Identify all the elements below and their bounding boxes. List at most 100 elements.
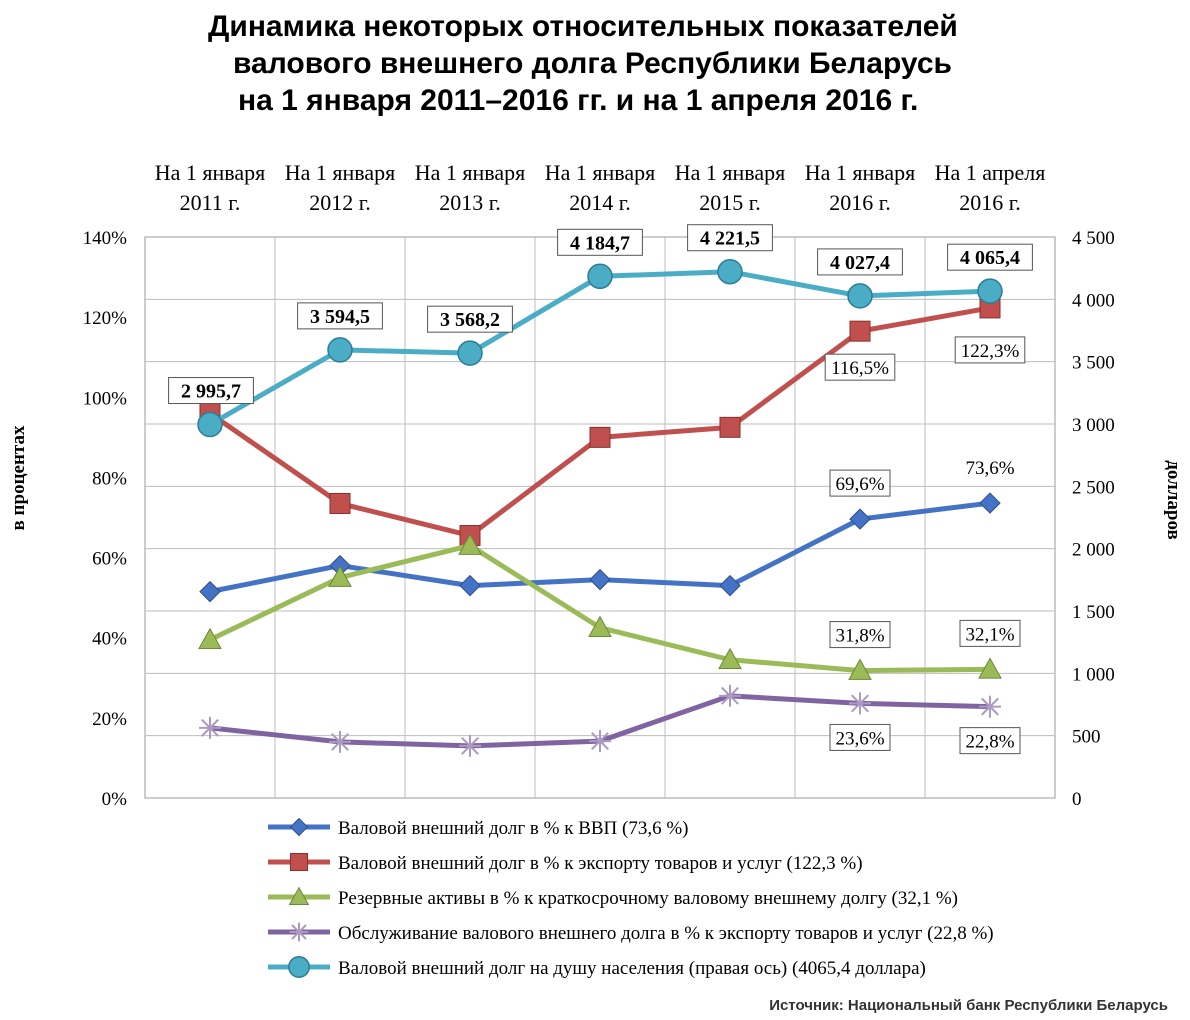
legend-label: Резервные активы в % к краткосрочному ва… bbox=[338, 888, 958, 909]
legend-label: Валовой внешний долг в % к ВВП (73,6 %) bbox=[338, 818, 689, 839]
x-tick-label: На 1 января 2012 г. bbox=[285, 160, 396, 215]
series-5-point bbox=[327, 337, 353, 363]
y-left-tick-label: 0% bbox=[102, 789, 128, 810]
series-5-data-label: 4 065,4 bbox=[947, 243, 1033, 271]
x-tick-label: На 1 января 2011 г. bbox=[155, 160, 266, 215]
svg-text:4 065,4: 4 065,4 bbox=[960, 247, 1020, 269]
y-left-tick-label: 100% bbox=[83, 388, 128, 409]
y-left-axis-title: в процентах bbox=[8, 425, 29, 530]
legend-item-4: Обслуживание валового внешнего долга в %… bbox=[268, 922, 994, 944]
series-4-point bbox=[459, 734, 481, 757]
chart-title: Динамика некоторых относительных показат… bbox=[0, 8, 1190, 119]
series-1-point bbox=[589, 568, 611, 591]
y-right-tick-label: 1 000 bbox=[1072, 664, 1115, 685]
title-line-1: Динамика некоторых относительных показат… bbox=[208, 10, 958, 43]
series-2-data-label: 116,5% bbox=[824, 353, 896, 381]
series-3-point bbox=[718, 647, 742, 670]
series-5-point bbox=[457, 340, 483, 366]
legend-label: Обслуживание валового внешнего долга в %… bbox=[338, 923, 994, 944]
y-right-tick-label: 4 000 bbox=[1072, 290, 1115, 311]
y-right-tick-label: 3 000 bbox=[1072, 415, 1115, 436]
series-2-point bbox=[589, 426, 611, 448]
series-5-data-label: 2 995,7 bbox=[168, 377, 254, 405]
series-5-data-label: 4 221,5 bbox=[687, 224, 773, 252]
legend-item-5: Валовой внешний долг на душу населения (… bbox=[268, 956, 926, 979]
y-right-tick-label: 3 500 bbox=[1072, 353, 1115, 374]
svg-text:122,3%: 122,3% bbox=[961, 341, 1020, 362]
series-4-data-label: 23,6% bbox=[829, 723, 891, 751]
series-2-data-label: 122,3% bbox=[954, 336, 1026, 364]
svg-text:3 568,2: 3 568,2 bbox=[440, 309, 500, 331]
series-4-point bbox=[849, 692, 871, 715]
legend-label: Валовой внешний долг на душу населения (… bbox=[338, 958, 926, 979]
series-4-point bbox=[199, 716, 221, 739]
svg-text:22,8%: 22,8% bbox=[965, 732, 1014, 753]
series-3-point bbox=[328, 565, 352, 587]
series-4-point bbox=[589, 730, 611, 753]
series-1-point bbox=[199, 580, 221, 603]
y-left-tick-label: 120% bbox=[83, 308, 128, 329]
y-right-tick-label: 4 500 bbox=[1072, 228, 1115, 249]
series-5-point bbox=[587, 263, 613, 290]
series-line-5 bbox=[208, 269, 991, 427]
series-1-data-label: 69,6% bbox=[829, 469, 891, 497]
y-left-tick-label: 80% bbox=[92, 468, 127, 489]
series-5-data-label: 3 568,2 bbox=[427, 305, 513, 333]
svg-text:2 995,7: 2 995,7 bbox=[181, 381, 241, 403]
series-4-point bbox=[979, 695, 1001, 718]
series-5-data-label: 4 184,7 bbox=[557, 228, 643, 256]
legend-swatch-marker bbox=[289, 817, 309, 837]
series-2-point bbox=[719, 416, 741, 438]
series-3-point bbox=[458, 533, 482, 555]
svg-text:23,6%: 23,6% bbox=[835, 728, 884, 749]
svg-text:3 594,5: 3 594,5 bbox=[310, 306, 370, 328]
x-tick-label: На 1 января 2015 г. bbox=[675, 160, 786, 215]
y-right-tick-label: 0 bbox=[1072, 789, 1082, 810]
series-line-2 bbox=[208, 305, 991, 539]
legend-item-1: Валовой внешний долг в % к ВВП (73,6 %) bbox=[268, 817, 689, 839]
x-tick-label: На 1 апреля 2016 г. bbox=[935, 160, 1046, 215]
series-4-data-label: 22,8% bbox=[959, 727, 1021, 755]
series-5-data-label: 3 594,5 bbox=[297, 302, 383, 330]
series-5-point bbox=[847, 283, 873, 309]
legend-swatch-marker bbox=[290, 853, 308, 871]
series-3-data-label: 32,1% bbox=[959, 619, 1021, 647]
series-5-point bbox=[197, 411, 223, 438]
series-5-data-label: 4 027,4 bbox=[817, 248, 903, 276]
series-1-data-label: 73,6% bbox=[965, 458, 1014, 479]
series-5-point bbox=[977, 278, 1003, 304]
source-note: Источник: Национальный банк Республики Б… bbox=[769, 997, 1168, 1014]
svg-text:4 184,7: 4 184,7 bbox=[570, 232, 630, 254]
legend-item-3: Резервные активы в % к краткосрочному ва… bbox=[268, 886, 958, 909]
series-line-3 bbox=[208, 543, 991, 674]
y-right-tick-label: 500 bbox=[1072, 727, 1101, 748]
series-2-point bbox=[849, 320, 871, 342]
y-right-axis-title: долларов bbox=[1163, 460, 1184, 540]
series-4-point bbox=[329, 730, 351, 753]
series-3-data-label: 31,8% bbox=[829, 621, 891, 649]
legend-swatch-marker bbox=[289, 922, 309, 942]
svg-text:32,1%: 32,1% bbox=[965, 624, 1014, 645]
series-1-point bbox=[849, 508, 871, 530]
svg-text:4 027,4: 4 027,4 bbox=[830, 252, 890, 274]
y-left-tick-label: 20% bbox=[92, 709, 127, 730]
y-right-tick-label: 1 500 bbox=[1072, 602, 1115, 623]
series-2-point bbox=[329, 492, 351, 514]
y-left-tick-label: 60% bbox=[92, 549, 127, 570]
y-left-tick-label: 140% bbox=[83, 228, 128, 249]
y-right-tick-label: 2 000 bbox=[1072, 540, 1115, 561]
series-3-point bbox=[978, 657, 1002, 679]
x-tick-label: На 1 января 2016 г. bbox=[805, 160, 916, 215]
series-1-point bbox=[459, 574, 481, 597]
svg-text:31,8%: 31,8% bbox=[835, 626, 884, 647]
series-3-point bbox=[198, 627, 222, 650]
svg-text:69,6%: 69,6% bbox=[835, 474, 884, 495]
x-tick-label: На 1 января 2014 г. bbox=[545, 160, 656, 215]
legend-swatch-marker bbox=[288, 886, 310, 905]
y-left-tick-label: 40% bbox=[92, 629, 127, 650]
series-3-point bbox=[588, 615, 612, 637]
series-3-point bbox=[848, 658, 872, 680]
y-right-tick-label: 2 500 bbox=[1072, 477, 1115, 498]
series-5-point bbox=[717, 258, 743, 285]
